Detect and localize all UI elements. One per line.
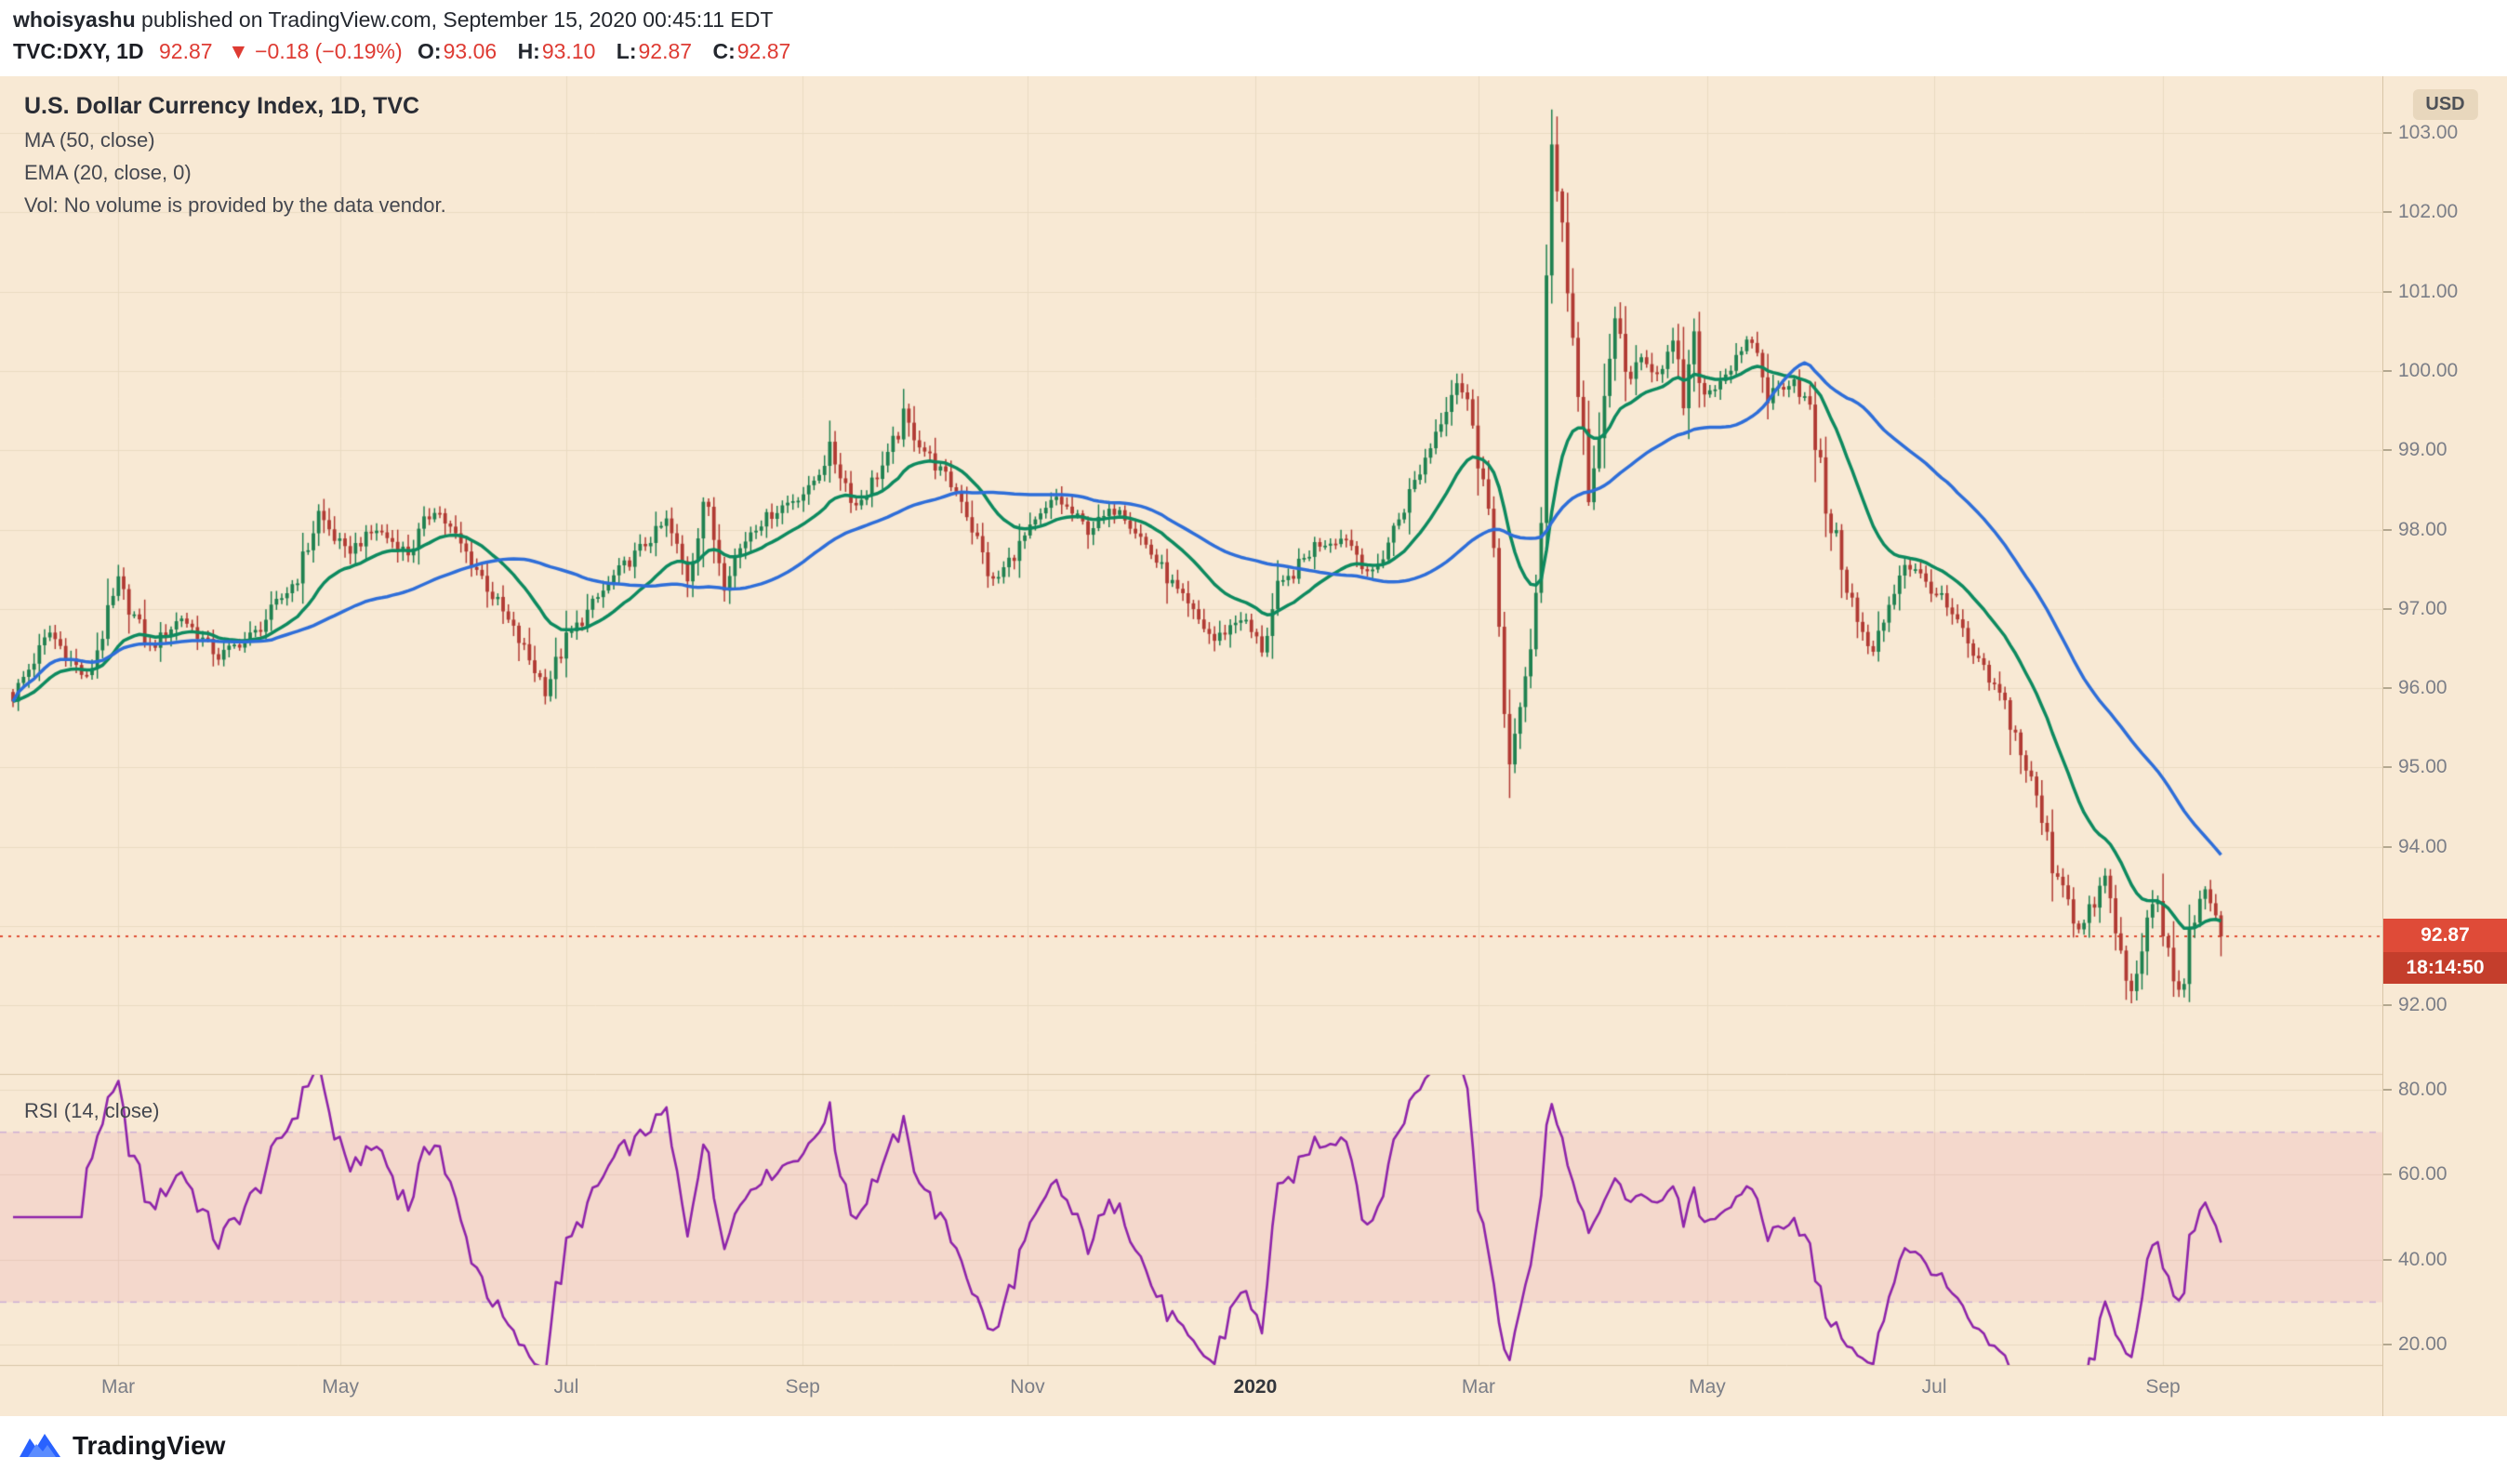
time-tick-label: May xyxy=(1689,1376,1726,1398)
price-tick-label: 97.00 xyxy=(2383,598,2507,620)
open-value: 93.06 xyxy=(443,39,497,63)
chart-area[interactable]: U.S. Dollar Currency Index, 1D, TVC MA (… xyxy=(0,76,2507,1416)
price-tick-label: 92.00 xyxy=(2383,994,2507,1016)
time-axis[interactable]: Mar May Jul Sep Nov 2020 Mar May Jul Sep xyxy=(0,1365,2382,1416)
price-tick-label: 100.00 xyxy=(2383,360,2507,382)
price-change: ▼ −0.18 (−0.19%) xyxy=(227,39,403,63)
price-tick-label: 102.00 xyxy=(2383,201,2507,223)
publish-line: whoisyashu published on TradingView.com,… xyxy=(13,7,773,33)
price-tick-label: 99.00 xyxy=(2383,439,2507,461)
rsi-tick-label: 40.00 xyxy=(2383,1249,2507,1271)
last-price-badge: 92.87 xyxy=(2383,919,2507,952)
currency-toggle[interactable]: USD xyxy=(2412,89,2478,120)
tradingview-brand-link[interactable]: TradingView xyxy=(19,1431,225,1461)
footer-bar: TradingView xyxy=(0,1416,2507,1484)
time-tick-label: Jul xyxy=(1921,1376,1947,1398)
time-tick-label: Mar xyxy=(100,1376,136,1398)
rsi-tick-label: 60.00 xyxy=(2383,1163,2507,1186)
time-tick-label: May xyxy=(322,1376,359,1398)
time-tick-label: Sep xyxy=(785,1376,820,1398)
low-label: L: xyxy=(616,39,637,63)
price-tick-label: 96.00 xyxy=(2383,677,2507,699)
high-value: 93.10 xyxy=(541,39,596,63)
time-tick-label: 2020 xyxy=(1233,1376,1278,1398)
price-tick-label: 94.00 xyxy=(2383,836,2507,858)
time-tick-label: Mar xyxy=(1461,1376,1496,1398)
close-value: 92.87 xyxy=(736,39,791,63)
close-label: C: xyxy=(712,39,736,63)
price-axis[interactable]: USD 92.87 18:14:50 103.00 102.00 101.00 100… xyxy=(2382,76,2507,1416)
time-tick-label: Nov xyxy=(1010,1376,1045,1398)
symbol-info-line: TVC:DXY, 1D 92.87 ▼ −0.18 (−0.19%) O:93.… xyxy=(13,39,805,64)
low-value: 92.87 xyxy=(638,39,693,63)
price-tick-label: 95.00 xyxy=(2383,756,2507,778)
time-tick-label: Sep xyxy=(2145,1376,2181,1398)
time-tick-label: Jul xyxy=(553,1376,579,1398)
price-tick-label: 103.00 xyxy=(2383,122,2507,144)
author-name: whoisyashu xyxy=(13,7,136,32)
main-chart-canvas[interactable] xyxy=(0,76,2382,1416)
high-label: H: xyxy=(517,39,540,63)
symbol-name[interactable]: TVC:DXY, 1D xyxy=(13,39,144,63)
open-label: O: xyxy=(418,39,442,63)
header-bar: whoisyashu published on TradingView.com,… xyxy=(0,0,2507,76)
price-tick-label: 98.00 xyxy=(2383,519,2507,541)
price-tick-label: 101.00 xyxy=(2383,281,2507,303)
rsi-tick-label: 20.00 xyxy=(2383,1333,2507,1356)
last-price: 92.87 xyxy=(158,39,213,63)
tradingview-brand-name: TradingView xyxy=(73,1431,226,1460)
publish-info: published on TradingView.com, September … xyxy=(135,7,774,32)
tradingview-logo-icon xyxy=(20,1434,60,1457)
rsi-tick-label: 80.00 xyxy=(2383,1079,2507,1101)
countdown-badge: 18:14:50 xyxy=(2383,952,2507,984)
